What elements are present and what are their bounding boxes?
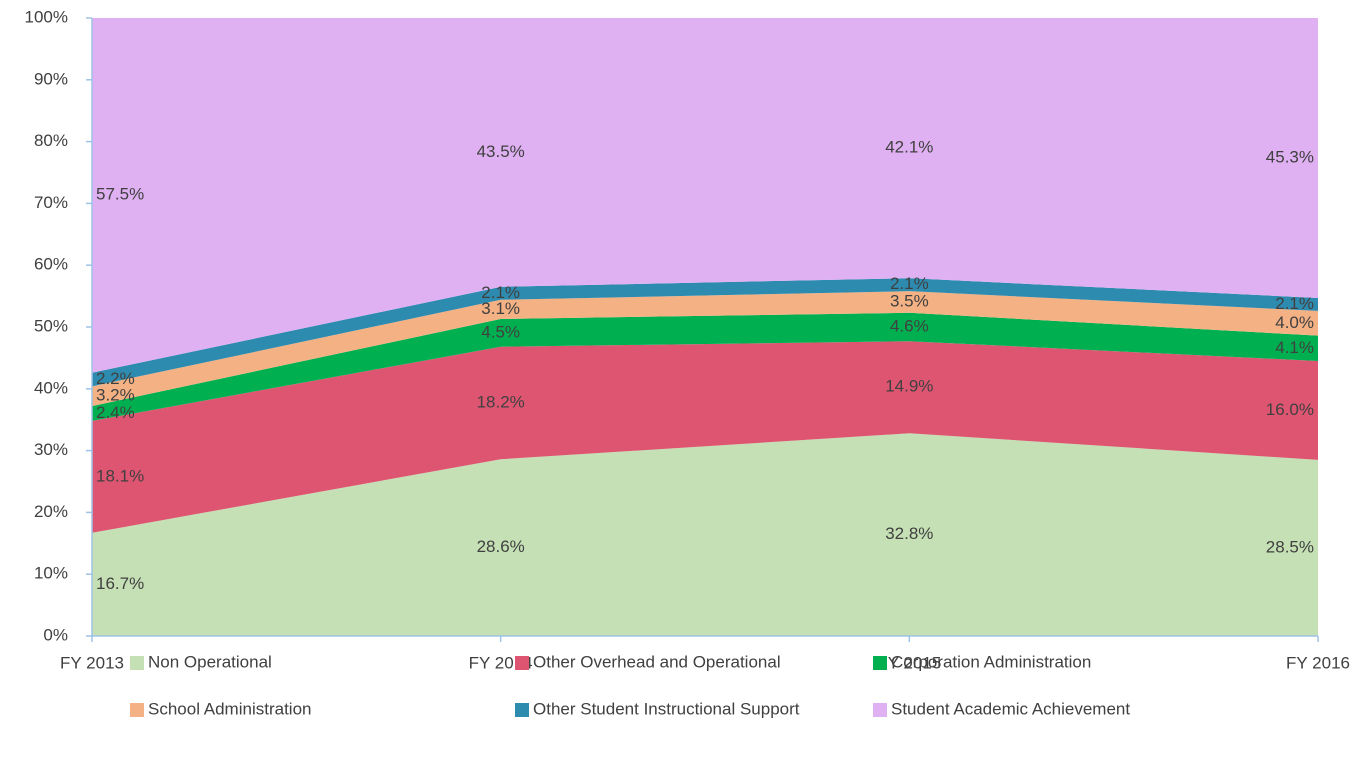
data-label: 4.1% [1275, 338, 1314, 357]
y-tick-label: 90% [34, 69, 68, 88]
plot-area [92, 18, 1318, 636]
area [92, 278, 1318, 387]
legend-swatch [130, 656, 144, 670]
data-label: 18.1% [96, 466, 144, 485]
data-label: 2.2% [96, 369, 135, 388]
data-label: 45.3% [1266, 147, 1314, 166]
data-label: 4.6% [890, 316, 929, 335]
legend-swatch [873, 703, 887, 717]
y-tick-label: 40% [34, 378, 68, 397]
y-tick-label: 0% [43, 625, 68, 644]
area [92, 291, 1318, 407]
y-tick-label: 30% [34, 440, 68, 459]
legend-label: Other Student Instructional Support [533, 699, 800, 718]
area [92, 18, 1318, 373]
legend-swatch [130, 703, 144, 717]
data-label: 16.0% [1266, 400, 1314, 419]
legend-label: School Administration [148, 699, 311, 718]
x-tick-label: FY 2015 [877, 653, 941, 672]
legend-swatch [515, 656, 529, 670]
data-label: 28.5% [1266, 537, 1314, 556]
legend-label: Student Academic Achievement [891, 699, 1130, 718]
y-tick-label: 10% [34, 564, 68, 583]
legend-label: Non Operational [148, 652, 272, 671]
legend-label: Corporation Administration [891, 652, 1091, 671]
data-label: 32.8% [885, 524, 933, 543]
legend-label: Other Overhead and Operational [533, 652, 781, 671]
data-label: 3.2% [96, 386, 135, 405]
data-label: 16.7% [96, 574, 144, 593]
data-label: 3.1% [481, 299, 520, 318]
data-label: 4.0% [1275, 313, 1314, 332]
data-label: 2.1% [890, 274, 929, 293]
data-label: 42.1% [885, 138, 933, 157]
data-label: 18.2% [477, 392, 525, 411]
y-tick-label: 60% [34, 255, 68, 274]
area [92, 433, 1318, 636]
y-tick-label: 100% [25, 7, 68, 26]
data-label: 2.4% [96, 403, 135, 422]
legend-swatch [515, 703, 529, 717]
legend-swatch [873, 656, 887, 670]
x-tick-label: FY 2016 [1286, 653, 1350, 672]
data-label: 4.5% [481, 322, 520, 341]
y-tick-label: 50% [34, 316, 68, 335]
data-label: 2.1% [1275, 294, 1314, 313]
data-label: 3.5% [890, 291, 929, 310]
area [92, 312, 1318, 421]
x-tick-label: FY 2013 [60, 653, 124, 672]
y-tick-label: 80% [34, 131, 68, 150]
data-label: 28.6% [477, 537, 525, 556]
data-label: 14.9% [885, 377, 933, 396]
y-tick-label: 20% [34, 502, 68, 521]
data-label: 57.5% [96, 185, 144, 204]
y-tick-label: 70% [34, 193, 68, 212]
data-label: 43.5% [477, 142, 525, 161]
data-label: 2.1% [481, 283, 520, 302]
area [92, 341, 1318, 533]
